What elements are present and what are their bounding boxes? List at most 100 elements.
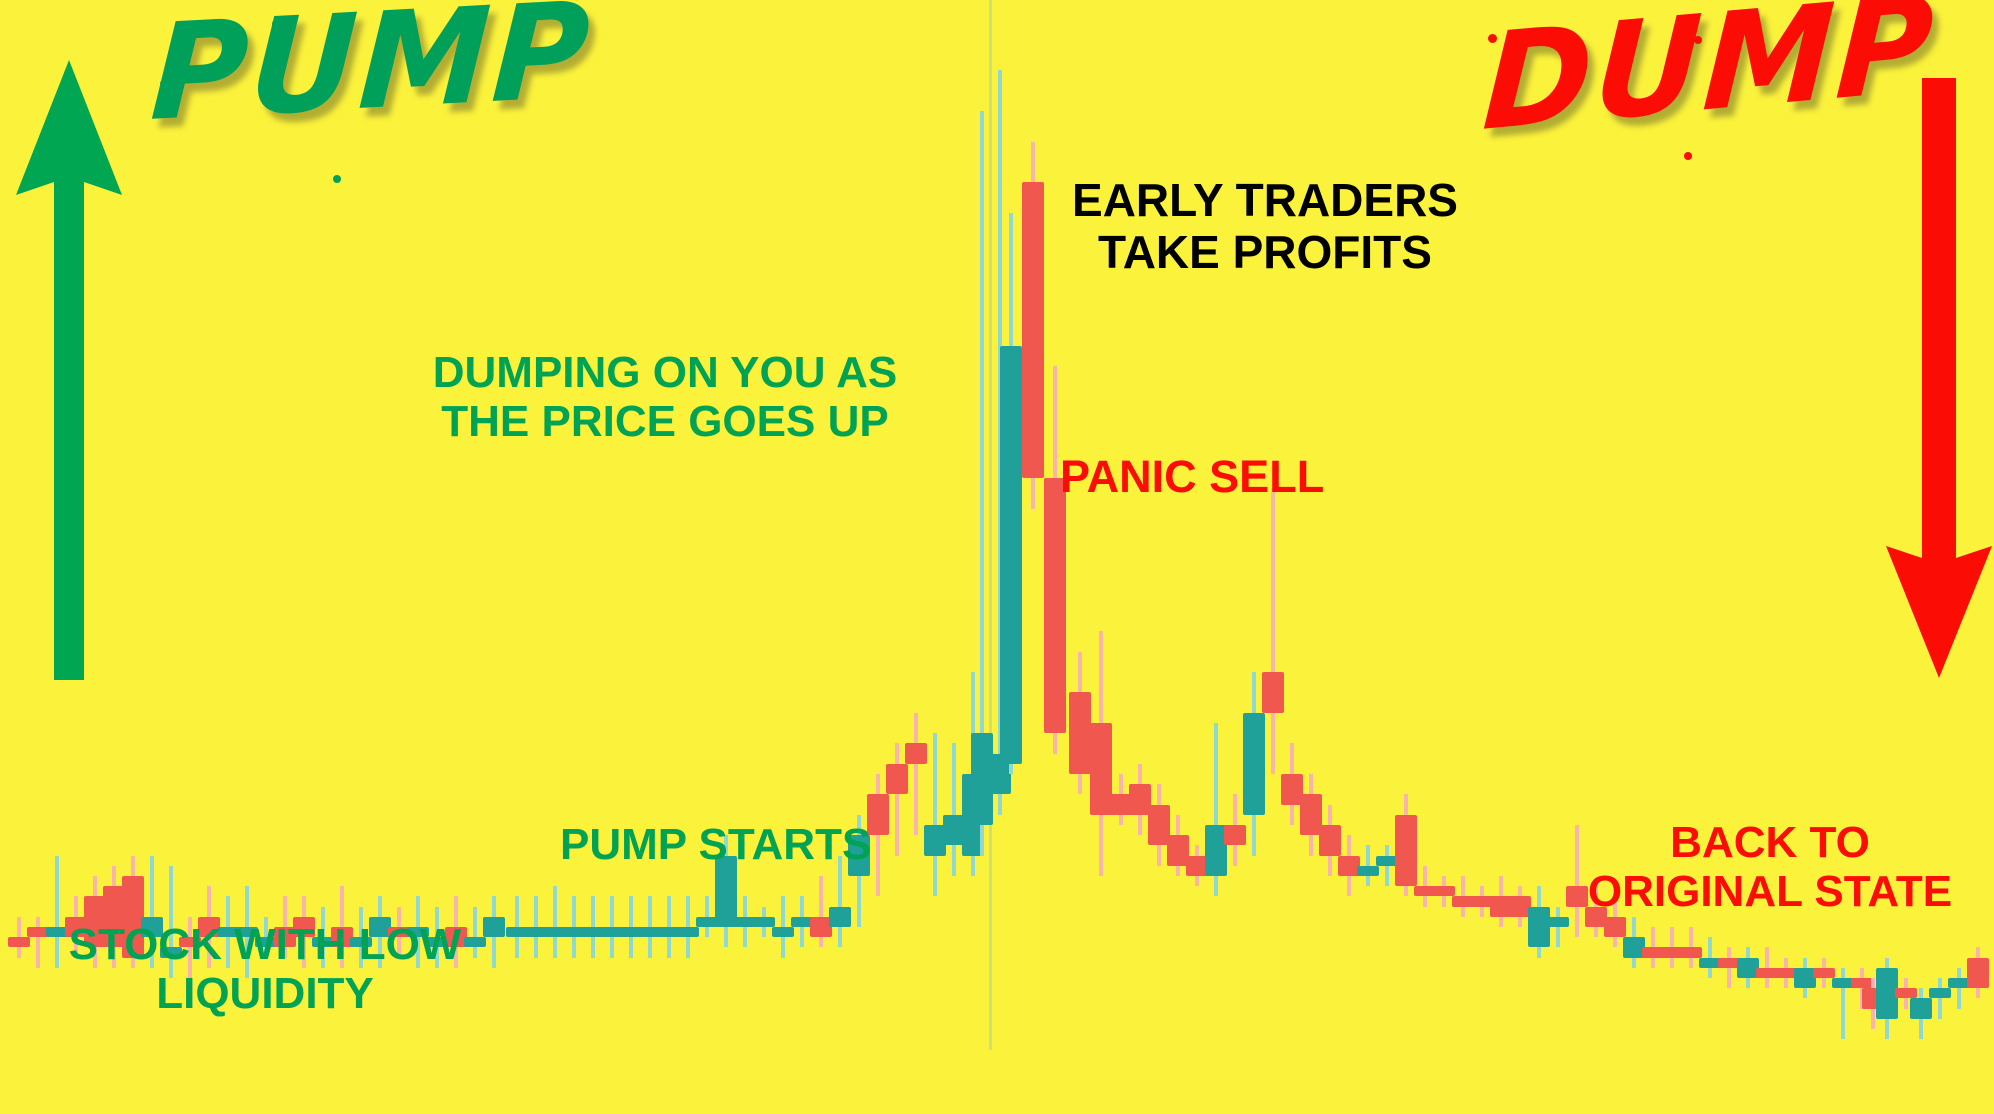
candlestick bbox=[331, 0, 353, 1114]
candlestick bbox=[1832, 0, 1854, 1114]
candlestick bbox=[924, 0, 946, 1114]
pump-splatter-4 bbox=[333, 175, 341, 183]
candle-body bbox=[1585, 906, 1607, 927]
candlestick bbox=[1737, 0, 1759, 1114]
candle-wick bbox=[473, 906, 477, 958]
candle-body bbox=[1262, 672, 1284, 713]
candle-body bbox=[1205, 825, 1227, 876]
candle-wick bbox=[980, 111, 984, 856]
candle-body bbox=[1509, 896, 1531, 917]
candle-body bbox=[696, 916, 718, 927]
candlestick bbox=[1376, 0, 1398, 1114]
candlestick bbox=[1699, 0, 1721, 1114]
caption-stock-low-liquidity: STOCK WITH LOW LIQUIDITY bbox=[68, 920, 462, 1019]
candle-body bbox=[331, 927, 353, 948]
dump-splatter-2 bbox=[1694, 36, 1702, 44]
candlestick bbox=[1895, 0, 1917, 1114]
candlestick bbox=[1262, 0, 1284, 1114]
candle-wick bbox=[610, 896, 614, 958]
candlestick bbox=[1642, 0, 1664, 1114]
candle-wick bbox=[1556, 906, 1560, 948]
candle-body bbox=[734, 916, 756, 927]
candle-body bbox=[658, 927, 680, 938]
candle-body bbox=[1775, 967, 1797, 978]
candle-body bbox=[525, 927, 547, 938]
candle-body bbox=[312, 937, 334, 948]
candle-body bbox=[1718, 957, 1740, 968]
candle-body bbox=[1243, 712, 1265, 815]
candle-body bbox=[1490, 896, 1512, 917]
candle-body bbox=[217, 927, 239, 938]
candlestick bbox=[141, 0, 163, 1114]
candlestick bbox=[350, 0, 372, 1114]
candlestick bbox=[8, 0, 30, 1114]
candle-body bbox=[924, 825, 946, 856]
caption-early-traders: EARLY TRADERS TAKE PROFITS bbox=[1072, 174, 1458, 278]
candle-wick bbox=[667, 896, 671, 958]
candlestick bbox=[1876, 0, 1898, 1114]
candlestick bbox=[886, 0, 908, 1114]
candle-body bbox=[943, 814, 965, 846]
candle-body bbox=[1338, 855, 1360, 876]
pump-splatter-3 bbox=[160, 80, 167, 87]
candle-body bbox=[122, 876, 144, 958]
candle-wick bbox=[629, 896, 633, 958]
candlestick bbox=[544, 0, 566, 1114]
candlestick bbox=[1300, 0, 1322, 1114]
candlestick bbox=[791, 0, 813, 1114]
candle-wick bbox=[591, 896, 595, 958]
dump-splatter-1 bbox=[1488, 34, 1497, 43]
candlestick bbox=[1281, 0, 1303, 1114]
candle-body bbox=[905, 743, 927, 764]
candle-body bbox=[141, 916, 163, 938]
candle-body bbox=[1110, 794, 1132, 815]
pump-title: PUMP bbox=[147, 0, 595, 152]
candlestick bbox=[772, 0, 794, 1114]
candlestick bbox=[1243, 0, 1265, 1114]
candlestick bbox=[274, 0, 296, 1114]
candle-body bbox=[791, 916, 813, 927]
candle-body bbox=[293, 916, 315, 938]
candle-wick bbox=[819, 876, 823, 948]
candle-body bbox=[483, 916, 505, 938]
candle-wick bbox=[648, 896, 652, 958]
caption-panic-sell: PANIC SELL bbox=[1060, 451, 1325, 502]
candle-body bbox=[1414, 886, 1436, 897]
candle-body bbox=[1929, 988, 1951, 999]
candle-body bbox=[867, 794, 889, 836]
candle-body bbox=[1756, 967, 1778, 978]
candle-body bbox=[1319, 825, 1341, 856]
candle-body bbox=[1224, 825, 1246, 846]
spike-guide-line bbox=[989, 0, 992, 1050]
candle-wick bbox=[1727, 947, 1731, 989]
candle-body bbox=[1794, 967, 1816, 989]
caption-pump-starts: PUMP STARTS bbox=[560, 820, 872, 869]
candlestick bbox=[506, 0, 528, 1114]
candle-body bbox=[1000, 345, 1022, 764]
candle-body bbox=[989, 753, 1011, 795]
candle-body bbox=[810, 916, 832, 938]
candlestick bbox=[1000, 0, 1022, 1114]
candle-body bbox=[639, 927, 661, 938]
candle-body bbox=[1910, 998, 1932, 1019]
candle-body bbox=[1281, 774, 1303, 805]
candle-body bbox=[1167, 835, 1189, 866]
candle-body bbox=[1642, 947, 1664, 958]
candle-body bbox=[388, 927, 410, 938]
candle-body bbox=[1090, 723, 1112, 815]
candlestick bbox=[1319, 0, 1341, 1114]
candlestick bbox=[65, 0, 87, 1114]
candle-body bbox=[8, 937, 30, 948]
candle-body bbox=[1813, 967, 1835, 978]
candlestick bbox=[236, 0, 258, 1114]
candle-body bbox=[46, 927, 68, 938]
candle-wick bbox=[933, 733, 937, 897]
candle-body bbox=[445, 927, 467, 948]
candle-body bbox=[1895, 988, 1917, 999]
candlestick bbox=[1338, 0, 1360, 1114]
candle-body bbox=[971, 733, 993, 825]
candle-body bbox=[753, 916, 775, 927]
candle-body bbox=[886, 763, 908, 795]
